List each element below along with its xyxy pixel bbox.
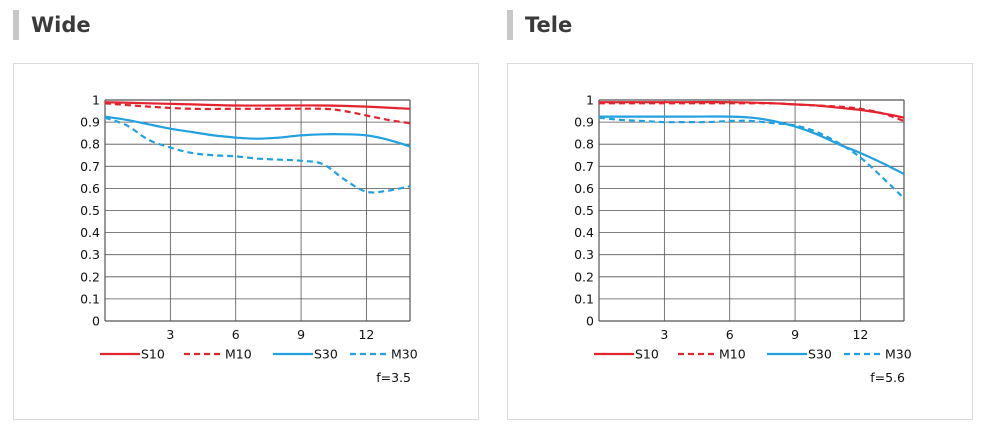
tele-mtf-chart: 0 0.1 0.2 0.3 0.4 0.5 0.6 0.7 0.8 0.9 1 3 6 9 12 S10 M10… bbox=[574, 93, 912, 386]
section-marker-bar bbox=[13, 10, 19, 40]
series-line-s10 bbox=[599, 101, 905, 119]
wide-mtf-chart: 0 0.1 0.2 0.3 0.4 0.5 0.6 0.7 0.8 0.9 1 3 6 9 12 S10 M10… bbox=[80, 93, 418, 386]
series-line-s10 bbox=[104, 101, 411, 110]
y-tick-label: 0.5 bbox=[80, 203, 100, 218]
x-tick-label: 6 bbox=[232, 327, 240, 342]
aperture-note: f=3.5 bbox=[376, 370, 411, 385]
legend-label-m30: M30 bbox=[391, 347, 418, 362]
series-lines bbox=[104, 101, 411, 194]
legend: S10 M10 S30 M30 bbox=[594, 347, 912, 362]
y-tick-label: 1 bbox=[586, 93, 594, 108]
x-tick-label: 3 bbox=[660, 327, 668, 342]
legend-label-m10: M10 bbox=[719, 347, 746, 362]
section-marker-bar bbox=[507, 10, 513, 40]
section-title: Wide bbox=[31, 13, 91, 37]
x-tick-label: 12 bbox=[358, 327, 374, 342]
y-tick-label: 0.2 bbox=[574, 269, 594, 284]
y-tick-label: 0.6 bbox=[574, 181, 594, 196]
aperture-note: f=5.6 bbox=[870, 370, 905, 385]
section-title: Tele bbox=[525, 13, 573, 37]
grid bbox=[598, 99, 905, 322]
legend-label-s30: S30 bbox=[808, 347, 832, 362]
x-tick-label: 6 bbox=[726, 327, 734, 342]
y-tick-label: 0.8 bbox=[574, 137, 594, 152]
y-tick-label: 0.3 bbox=[574, 247, 594, 262]
series-line-m10 bbox=[599, 102, 905, 123]
x-tick-label: 3 bbox=[166, 327, 174, 342]
y-tick-label: 0.9 bbox=[80, 115, 100, 130]
y-tick-label: 1 bbox=[92, 93, 100, 108]
y-tick-label: 0.5 bbox=[574, 203, 594, 218]
legend-label-s10: S10 bbox=[141, 347, 165, 362]
y-tick-label: 0.6 bbox=[80, 181, 100, 196]
wide-chart-panel: 0 0.1 0.2 0.3 0.4 0.5 0.6 0.7 0.8 0.9 1 3 6 9 12 S10 M10… bbox=[13, 63, 479, 420]
series-line-m30 bbox=[104, 116, 411, 194]
series-line-s30 bbox=[599, 115, 905, 175]
y-tick-label: 0.8 bbox=[80, 137, 100, 152]
x-tick-label: 12 bbox=[852, 327, 868, 342]
y-tick-label: 0 bbox=[92, 314, 100, 329]
y-tick-label: 0.7 bbox=[80, 159, 100, 174]
y-tick-label: 0.9 bbox=[574, 115, 594, 130]
y-tick-label: 0.1 bbox=[80, 291, 100, 306]
legend: S10 M10 S30 M30 bbox=[100, 347, 418, 362]
series-line-m10 bbox=[104, 102, 411, 125]
series-line-s30 bbox=[104, 115, 411, 148]
y-tick-label: 0.1 bbox=[574, 291, 594, 306]
y-tick-label: 0.4 bbox=[80, 225, 100, 240]
series-line-m30 bbox=[598, 116, 905, 200]
y-tick-label: 0.2 bbox=[80, 269, 100, 284]
tele-chart-panel: 0 0.1 0.2 0.3 0.4 0.5 0.6 0.7 0.8 0.9 1 3 6 9 12 S10 M10… bbox=[507, 63, 973, 420]
series-lines bbox=[598, 101, 905, 200]
y-tick-label: 0.3 bbox=[80, 247, 100, 262]
x-tick-label: 9 bbox=[297, 327, 305, 342]
legend-label-m10: M10 bbox=[225, 347, 252, 362]
y-tick-label: 0.4 bbox=[574, 225, 594, 240]
grid bbox=[104, 99, 411, 322]
legend-label-m30: M30 bbox=[885, 347, 912, 362]
legend-label-s30: S30 bbox=[314, 347, 338, 362]
legend-label-s10: S10 bbox=[635, 347, 659, 362]
y-tick-label: 0 bbox=[586, 314, 594, 329]
y-tick-label: 0.7 bbox=[574, 159, 594, 174]
x-tick-label: 9 bbox=[791, 327, 799, 342]
